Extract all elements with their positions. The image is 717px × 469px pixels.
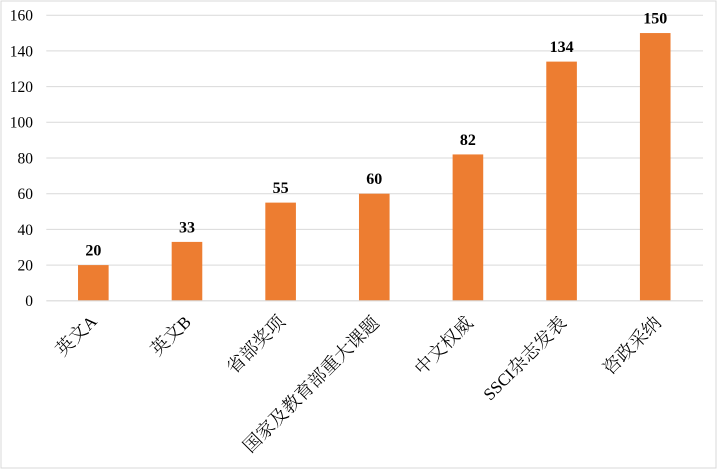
svg-text:60: 60 xyxy=(366,171,382,188)
svg-text:82: 82 xyxy=(460,132,476,149)
svg-text:100: 100 xyxy=(10,115,34,132)
svg-text:134: 134 xyxy=(550,39,574,56)
svg-text:0: 0 xyxy=(25,293,33,310)
svg-text:140: 140 xyxy=(10,43,34,60)
svg-text:33: 33 xyxy=(179,219,195,236)
svg-text:120: 120 xyxy=(10,79,34,96)
svg-text:150: 150 xyxy=(643,11,667,28)
svg-text:80: 80 xyxy=(18,150,34,167)
svg-text:40: 40 xyxy=(18,222,34,239)
svg-text:55: 55 xyxy=(273,180,289,197)
svg-text:160: 160 xyxy=(10,8,34,25)
svg-text:60: 60 xyxy=(18,186,34,203)
svg-text:20: 20 xyxy=(85,243,101,260)
svg-text:20: 20 xyxy=(18,258,34,275)
